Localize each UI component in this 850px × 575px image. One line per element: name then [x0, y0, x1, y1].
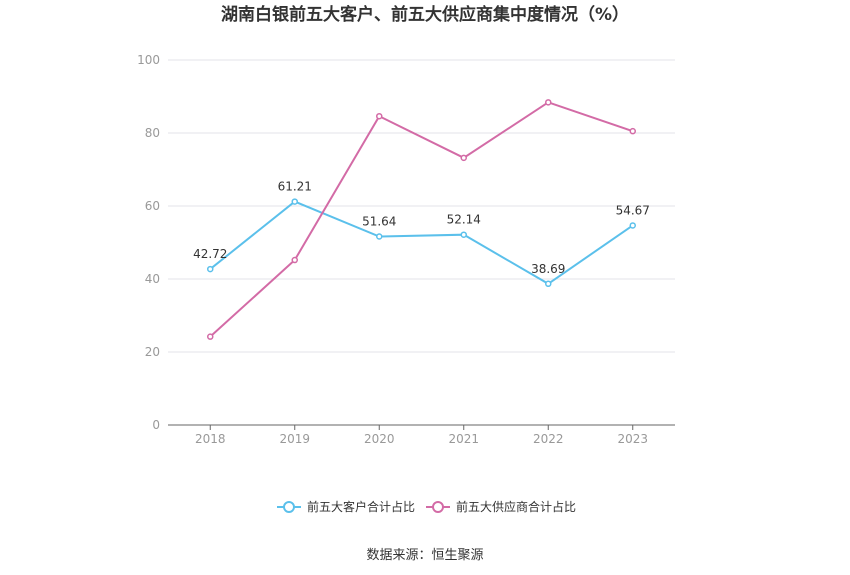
- x-tick-label: 2021: [448, 432, 479, 446]
- chart-title: 湖南白银前五大客户、前五大供应商集中度情况（%）: [221, 4, 629, 25]
- data-point: [545, 99, 552, 106]
- x-tick-label: 2023: [617, 432, 648, 446]
- data-label: 61.21: [278, 180, 312, 194]
- source-note: 数据来源：恒生聚源: [366, 548, 483, 563]
- data-label: 54.67: [616, 203, 650, 217]
- series-group: 42.72 61.21 51.64 52.14 38.69 54.67: [193, 99, 650, 340]
- data-label: 38.69: [531, 262, 565, 276]
- legend-marker: [283, 501, 295, 513]
- data-point: [207, 333, 214, 340]
- data-point: [207, 265, 214, 273]
- data-point: [376, 233, 383, 240]
- legend-marker: [432, 501, 444, 513]
- y-axis: 0 20 40 60 80 100: [137, 53, 160, 432]
- x-tick-label: 2019: [279, 432, 310, 446]
- x-tick-label: 2020: [364, 432, 395, 446]
- data-point: [376, 112, 383, 120]
- data-point: [460, 154, 467, 162]
- series-line-1: [209, 101, 634, 338]
- y-tick-label: 100: [137, 53, 160, 67]
- data-label: 51.64: [362, 215, 396, 229]
- data-label: 52.14: [447, 213, 481, 227]
- data-point: [291, 256, 298, 264]
- grid-lines: [168, 59, 675, 353]
- y-tick-label: 80: [145, 126, 160, 140]
- data-point: [460, 231, 467, 238]
- legend-label: 前五大客户合计占比: [307, 499, 415, 514]
- x-tick-label: 2018: [195, 432, 226, 446]
- legend-label: 前五大供应商合计占比: [456, 499, 576, 514]
- y-tick-label: 40: [145, 272, 160, 286]
- data-point: [291, 198, 298, 205]
- x-tick-label: 2022: [533, 432, 564, 446]
- data-point: [545, 280, 552, 288]
- data-label: 42.72: [193, 247, 227, 261]
- data-point: [629, 222, 636, 229]
- series-line-0: [209, 200, 634, 285]
- data-point: [629, 127, 636, 135]
- y-tick-label: 60: [145, 199, 160, 213]
- x-axis: 2018 2019 2020 2021 2022 2023: [168, 424, 675, 446]
- y-tick-label: 0: [152, 418, 160, 432]
- y-tick-label: 20: [145, 345, 160, 359]
- legend[interactable]: 前五大客户合计占比 前五大供应商合计占比: [277, 499, 576, 514]
